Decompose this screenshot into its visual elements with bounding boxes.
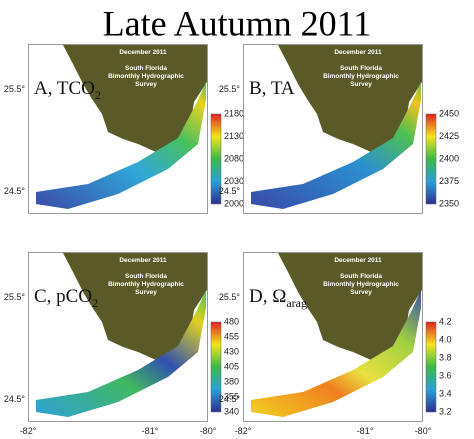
colorbar-tick-label: 405 bbox=[224, 361, 239, 371]
lat-label: 25.5° bbox=[4, 292, 26, 302]
panel-label: C, pCO2 bbox=[34, 286, 98, 310]
colorbar bbox=[425, 113, 437, 205]
colorbar-tick-label: 4.2 bbox=[439, 316, 452, 326]
survey-text: Survey bbox=[350, 81, 372, 88]
lat-label: 25.5° bbox=[219, 292, 241, 302]
colorbar-tick-label: 2350 bbox=[439, 198, 459, 208]
colorbar-tick-label: 2130 bbox=[224, 131, 244, 141]
lon-label: -81° bbox=[142, 426, 159, 436]
survey-text: Bimonthly Hydrographic bbox=[323, 281, 399, 288]
lon-label: -82° bbox=[235, 426, 252, 436]
lon-label: -80° bbox=[415, 426, 432, 436]
panel-label-sub: 2 bbox=[95, 88, 101, 102]
survey-text: South Florida bbox=[340, 273, 382, 280]
survey-text: Bimonthly Hydrographic bbox=[108, 73, 184, 80]
panel-label: A, TCO2 bbox=[34, 78, 101, 102]
water-strip bbox=[36, 82, 206, 209]
panel-label-main: D, Ω bbox=[249, 286, 286, 307]
lat-label: 24.5° bbox=[4, 186, 26, 196]
panel-label-main: B, TA bbox=[249, 78, 295, 99]
colorbar-tick-label: 355 bbox=[224, 391, 239, 401]
date: December 2011 bbox=[334, 49, 382, 56]
lat-label: 24.5° bbox=[219, 186, 241, 196]
colorbar bbox=[425, 321, 437, 413]
colorbar-tick-label: 3.4 bbox=[439, 388, 452, 398]
colorbar bbox=[210, 113, 222, 205]
survey-text: Bimonthly Hydrographic bbox=[108, 281, 184, 288]
lon-label: -81° bbox=[357, 426, 374, 436]
date: December 2011 bbox=[119, 257, 167, 264]
colorbar-tick-label: 3.2 bbox=[439, 406, 452, 416]
water-strip bbox=[251, 290, 421, 417]
panel-label-sub: 2 bbox=[92, 296, 98, 310]
panel-label-main: C, pCO bbox=[34, 286, 92, 307]
water-strip bbox=[251, 82, 421, 209]
panel-label-main: A, TCO bbox=[34, 78, 95, 99]
survey-text: Bimonthly Hydrographic bbox=[323, 73, 399, 80]
colorbar-tick-label: 2425 bbox=[439, 131, 459, 141]
survey-text: Survey bbox=[135, 289, 157, 296]
colorbar-tick-label: 380 bbox=[224, 376, 239, 386]
survey-text: Survey bbox=[135, 81, 157, 88]
colorbar-tick-label: 3.6 bbox=[439, 370, 452, 380]
survey-text: South Florida bbox=[125, 65, 167, 72]
lat-label: 24.5° bbox=[219, 394, 241, 404]
colorbar-tick-label: 2450 bbox=[439, 108, 459, 118]
survey-text: South Florida bbox=[340, 65, 382, 72]
colorbar-tick-label: 2030 bbox=[224, 176, 244, 186]
lat-label: 25.5° bbox=[219, 84, 241, 94]
survey-text: South Florida bbox=[125, 273, 167, 280]
water-strip bbox=[36, 290, 206, 417]
colorbar-tick-label: 3.8 bbox=[439, 352, 452, 362]
panel-label: D, Ωarag bbox=[249, 286, 307, 310]
survey-text: Survey bbox=[350, 289, 372, 296]
colorbar-tick-label: 2080 bbox=[224, 153, 244, 163]
colorbar bbox=[210, 321, 222, 413]
colorbar-tick-label: 2400 bbox=[439, 153, 459, 163]
colorbar-tick-label: 4.0 bbox=[439, 334, 452, 344]
date: December 2011 bbox=[334, 257, 382, 264]
colorbar-tick-label: 2180 bbox=[224, 108, 244, 118]
lat-label: 24.5° bbox=[4, 394, 26, 404]
colorbar-tick-label: 2375 bbox=[439, 176, 459, 186]
colorbar-tick-label: 2000 bbox=[224, 198, 244, 208]
panel-label: B, TA bbox=[249, 78, 295, 99]
date: December 2011 bbox=[119, 49, 167, 56]
colorbar-tick-label: 455 bbox=[224, 331, 239, 341]
colorbar-tick-label: 340 bbox=[224, 406, 239, 416]
lon-label: -80° bbox=[200, 426, 217, 436]
colorbar-tick-label: 430 bbox=[224, 346, 239, 356]
lon-label: -82° bbox=[20, 426, 37, 436]
colorbar-tick-label: 480 bbox=[224, 316, 239, 326]
panel-label-sub: arag bbox=[286, 296, 307, 310]
title: Late Autumn 2011 bbox=[103, 3, 372, 43]
lat-label: 25.5° bbox=[4, 84, 26, 94]
